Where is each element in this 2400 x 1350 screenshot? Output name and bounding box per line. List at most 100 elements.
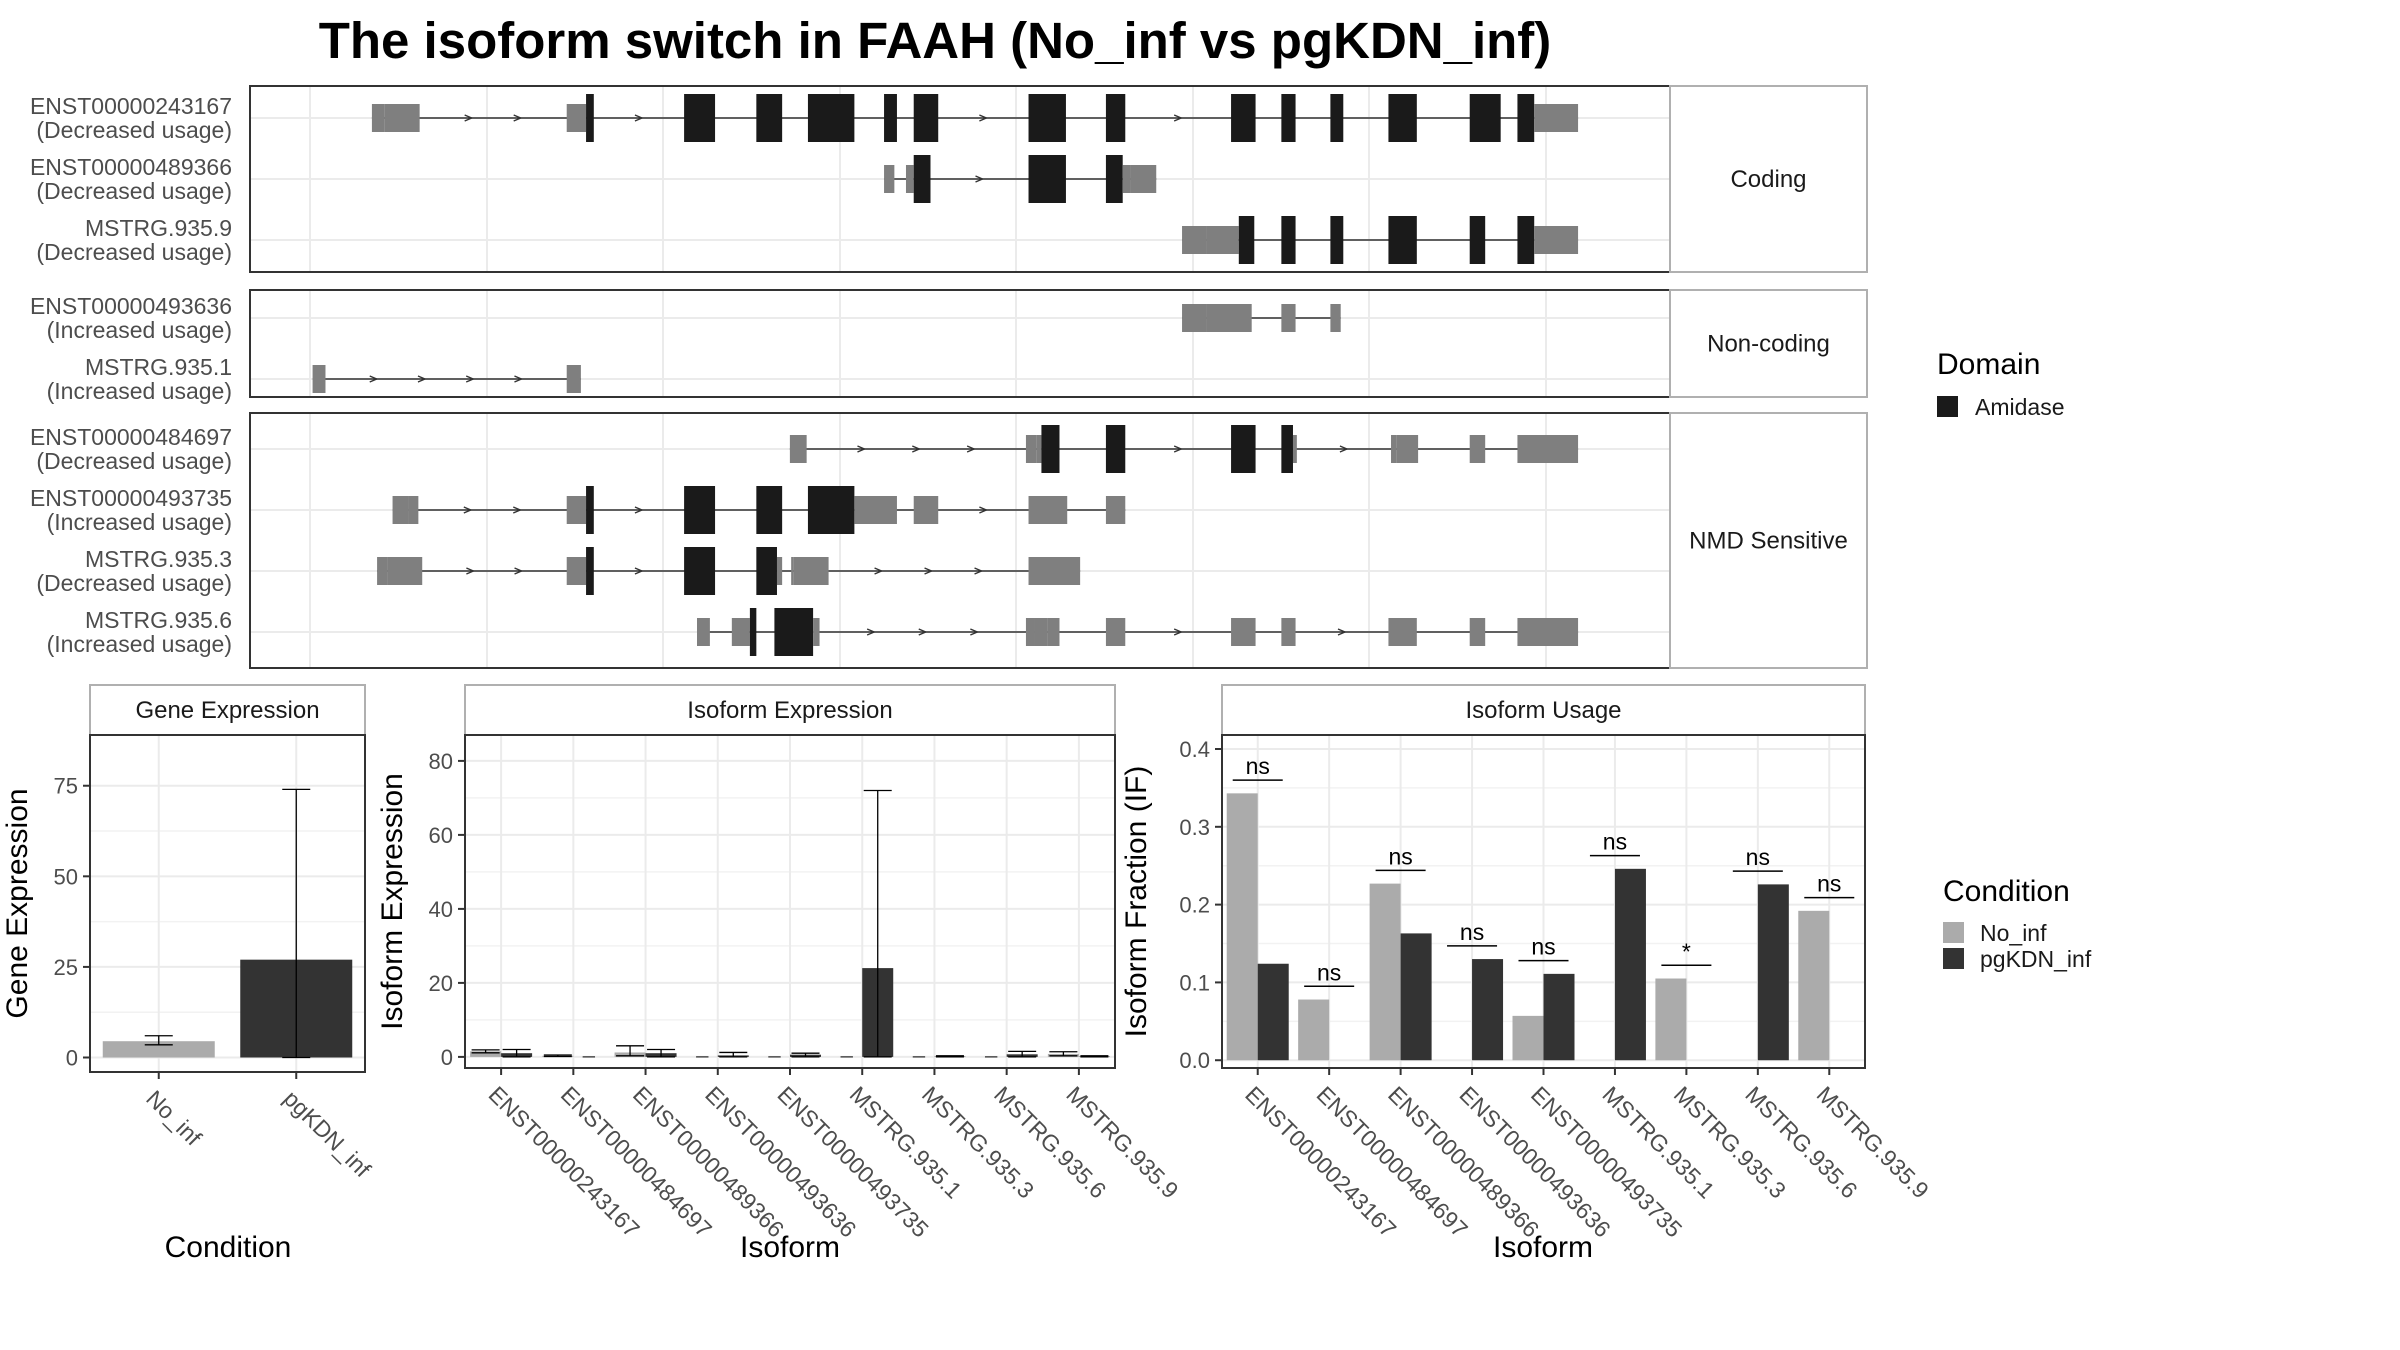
transcript-structure-panel: ENST00000243167(Decreased usage) ENST0000… [30, 85, 1868, 669]
plot-border [89, 734, 366, 1073]
intron-arrow [924, 567, 934, 575]
exon-utr [1469, 435, 1486, 463]
chart-title: Isoform Usage [1465, 697, 1621, 724]
transcript-usage-label: (Increased usage) [47, 378, 232, 404]
bar-enst00000243167-no-inf [1226, 793, 1258, 1061]
exon-utr [392, 496, 409, 524]
y-tick-label: 0.4 [1179, 737, 1210, 762]
intron-arrow [979, 114, 989, 122]
exon-utr [1034, 618, 1048, 646]
exon-utr [884, 165, 895, 193]
bar-enst00000493735-no-inf [1512, 1015, 1544, 1061]
significance-label: * [1682, 938, 1691, 964]
transcript-id-label: ENST00000484697 [30, 424, 232, 450]
exon-utr [1534, 226, 1579, 254]
transcript-group-coding: ENST00000243167(Decreased usage) ENST0000… [30, 85, 1868, 273]
exon-utr [408, 496, 419, 524]
transcript-mstrg-935-3: MSTRG.935.3(Decreased usage) [36, 546, 1081, 596]
y-tick-label: 80 [429, 749, 453, 774]
exon-cds [586, 486, 594, 534]
exon-utr [371, 104, 385, 132]
intron-arrow [1173, 445, 1183, 453]
transcript-id-label: MSTRG.935.1 [85, 354, 232, 380]
facet-strip-label: Coding [1730, 166, 1806, 193]
y-tick-label: 0.0 [1179, 1048, 1210, 1073]
exon-cds [1028, 94, 1066, 142]
intron-arrow [975, 175, 985, 183]
exon-cds [1330, 216, 1344, 264]
intron-arrow [634, 506, 644, 514]
bar-no-inf [102, 1041, 215, 1058]
isoform-usage-chart: Isoform Usage 0.0 0.1 0.2 0.3 0.4 ns ns ns ns ns ns… [1120, 684, 1934, 1264]
x-axis-title: Condition [165, 1231, 292, 1264]
bar-enst00000489366-pgkdn-inf [1400, 933, 1432, 1061]
y-tick-label: 0.2 [1179, 893, 1210, 918]
intron-arrow [874, 567, 884, 575]
exon-utr [776, 557, 783, 585]
transcript-usage-label: (Decreased usage) [36, 570, 232, 596]
exon-utr [1534, 104, 1579, 132]
exon-cds [807, 94, 855, 142]
exon-utr [1028, 557, 1081, 585]
transcript-enst00000489366: ENST00000489366(Decreased usage) [30, 154, 1157, 204]
panel-background [250, 290, 1670, 397]
y-axis-title: Isoform Fraction (IF) [1120, 766, 1153, 1038]
exon-cds [1517, 94, 1535, 142]
exon-utr [1122, 165, 1131, 193]
exon-cds [1517, 216, 1535, 264]
intron-arrow [465, 375, 475, 383]
intron-arrow [514, 375, 524, 383]
significance-label: ns [1746, 844, 1770, 870]
transcript-usage-label: (Increased usage) [47, 509, 232, 535]
exon-cds [807, 486, 855, 534]
chart-title: Gene Expression [135, 697, 319, 724]
intron-arrow [634, 567, 644, 575]
y-tick-label: 25 [54, 955, 78, 980]
exon-utr [1281, 618, 1296, 646]
transcript-enst00000243167: ENST00000243167(Decreased usage) [30, 93, 1579, 143]
x-axis-title: Isoform [1493, 1231, 1593, 1264]
exon-cds [684, 94, 716, 142]
exon-utr [731, 618, 750, 646]
y-tick-label: 0.1 [1179, 970, 1210, 995]
legend-title: Domain [1937, 348, 2040, 381]
y-tick-label: 50 [54, 864, 78, 889]
transcript-enst00000484697: ENST00000484697(Decreased usage) [30, 424, 1579, 474]
exon-utr [1025, 435, 1037, 463]
significance-label: ns [1531, 934, 1555, 960]
intron-arrow [918, 628, 928, 636]
transcript-usage-label: (Increased usage) [47, 631, 232, 657]
intron-arrow [966, 445, 976, 453]
exon-utr [697, 618, 710, 646]
exon-utr [1028, 496, 1068, 524]
intron-arrow [1173, 114, 1183, 122]
exon-utr [1391, 435, 1397, 463]
exon-utr [377, 557, 388, 585]
exon-utr [384, 104, 420, 132]
exon-utr [566, 557, 587, 585]
transcript-usage-label: (Decreased usage) [36, 178, 232, 204]
exon-cds [1041, 425, 1060, 473]
facet-strip-label: NMD Sensitive [1689, 528, 1848, 555]
y-axis-title: Gene Expression [1, 788, 34, 1018]
bar-mstrg-935-1-pgkdn-inf [1614, 868, 1646, 1061]
y-tick-label: 20 [429, 971, 453, 996]
legend-title: Condition [1943, 875, 2070, 908]
intron-arrow [634, 114, 644, 122]
exon-cds [1231, 94, 1256, 142]
exon-utr [789, 435, 807, 463]
significance-label: ns [1603, 829, 1627, 855]
x-tick-label: pgKDN_inf [279, 1085, 376, 1182]
domain-legend: Domain Amidase [1937, 348, 2064, 420]
intron-arrow [463, 506, 473, 514]
exon-utr [566, 496, 587, 524]
bar-enst00000493636-pgkdn-inf [1472, 959, 1504, 1061]
transcript-usage-label: (Increased usage) [47, 317, 232, 343]
transcript-enst00000493735: ENST00000493735(Increased usage) [30, 485, 1126, 535]
isoform-expression-chart: Isoform Expression020406080ENST000002431… [376, 684, 1184, 1264]
exon-utr [905, 165, 914, 193]
exon-utr [1182, 226, 1207, 254]
exon-utr [1182, 304, 1207, 332]
